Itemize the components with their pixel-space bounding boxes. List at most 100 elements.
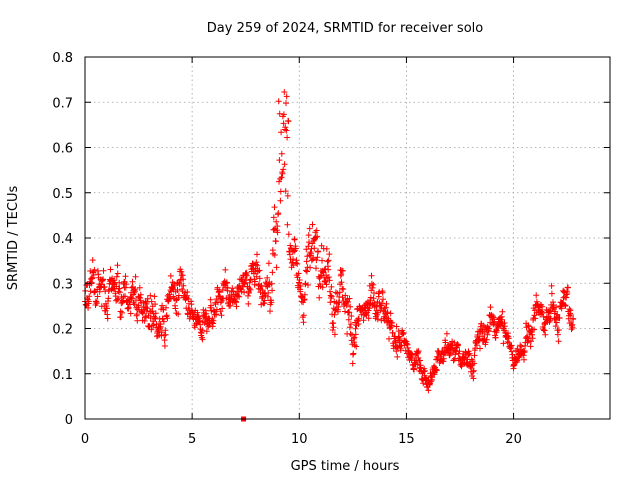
data-point <box>387 310 394 317</box>
data-point <box>386 335 392 342</box>
data-point <box>280 166 287 173</box>
data-point <box>533 292 540 299</box>
data-point <box>277 197 284 204</box>
data-point <box>224 279 230 286</box>
data-point <box>552 323 559 330</box>
data-point <box>499 308 506 315</box>
data-point <box>471 360 478 367</box>
y-tick-label: 0.3 <box>52 277 73 292</box>
data-point <box>85 298 92 305</box>
data-point <box>313 257 320 264</box>
data-point <box>376 288 383 295</box>
data-point <box>144 295 151 302</box>
data-point <box>393 323 400 330</box>
data-point <box>531 326 538 333</box>
data-point <box>525 323 532 330</box>
data-point <box>268 280 275 287</box>
x-tick-label: 0 <box>81 432 89 447</box>
data-point <box>553 319 560 326</box>
data-point <box>167 294 174 301</box>
data-point <box>433 367 440 374</box>
data-point <box>477 345 483 352</box>
data-point <box>518 343 525 350</box>
data-point <box>307 264 314 271</box>
data-point <box>175 311 182 318</box>
data-point <box>208 302 214 309</box>
data-point <box>117 314 124 321</box>
data-point <box>476 335 482 342</box>
y-tick-label: 0.8 <box>52 51 73 66</box>
data-point <box>548 290 555 297</box>
data-point <box>570 315 577 322</box>
data-point <box>331 311 338 318</box>
data-point <box>89 257 96 264</box>
data-point <box>172 305 179 312</box>
data-point <box>327 299 334 306</box>
data-point <box>349 360 356 367</box>
data-point <box>139 310 146 317</box>
data-point <box>345 299 352 305</box>
data-point <box>174 287 181 293</box>
data-point <box>271 252 278 258</box>
data-point <box>338 271 345 278</box>
data-point <box>269 269 276 276</box>
data-point <box>309 240 316 247</box>
data-point <box>270 214 277 221</box>
data-point <box>163 304 169 311</box>
data-point <box>281 161 288 168</box>
data-point <box>218 312 225 319</box>
data-point <box>396 335 403 342</box>
data-point <box>293 257 300 264</box>
data-point <box>491 318 498 325</box>
data-point <box>271 204 278 211</box>
data-point <box>219 305 226 312</box>
data-point <box>276 157 283 164</box>
data-point <box>319 284 326 291</box>
data-point <box>368 272 375 279</box>
data-point <box>309 221 316 228</box>
data-point <box>104 315 111 322</box>
data-point <box>409 351 416 358</box>
data-point <box>96 288 103 295</box>
data-point <box>176 281 183 288</box>
data-point <box>162 331 169 338</box>
data-point <box>278 150 285 157</box>
data-point <box>131 289 138 296</box>
data-point <box>508 342 515 349</box>
data-point <box>273 264 280 271</box>
data-point <box>94 293 101 300</box>
data-point <box>431 363 437 370</box>
data-point <box>268 299 275 306</box>
data-point <box>348 313 355 319</box>
data-point <box>404 344 411 351</box>
data-point <box>134 317 141 324</box>
chart-title: Day 259 of 2024, SRMTID for receiver sol… <box>207 21 484 36</box>
data-point <box>380 296 386 303</box>
data-point <box>443 330 450 337</box>
data-point <box>243 272 250 279</box>
y-tick-label: 0.4 <box>52 232 73 247</box>
data-point <box>367 294 374 301</box>
data-point <box>355 321 362 327</box>
data-point <box>389 319 396 326</box>
data-point <box>346 324 353 331</box>
data-point <box>133 297 139 304</box>
data-point <box>326 251 333 258</box>
data-point <box>310 255 317 261</box>
x-tick-label: 10 <box>291 432 308 447</box>
data-point <box>481 330 488 336</box>
data-point <box>306 239 312 246</box>
data-point <box>236 293 243 300</box>
data-point <box>482 339 489 346</box>
data-point <box>252 278 258 285</box>
data-point <box>107 266 114 273</box>
data-point <box>539 303 546 310</box>
data-point <box>369 284 376 291</box>
data-point <box>456 348 463 355</box>
data-point <box>340 286 347 293</box>
data-point <box>180 282 187 289</box>
data-point <box>492 334 499 341</box>
data-point <box>279 170 286 177</box>
data-point <box>421 367 428 374</box>
data-point <box>565 284 571 291</box>
